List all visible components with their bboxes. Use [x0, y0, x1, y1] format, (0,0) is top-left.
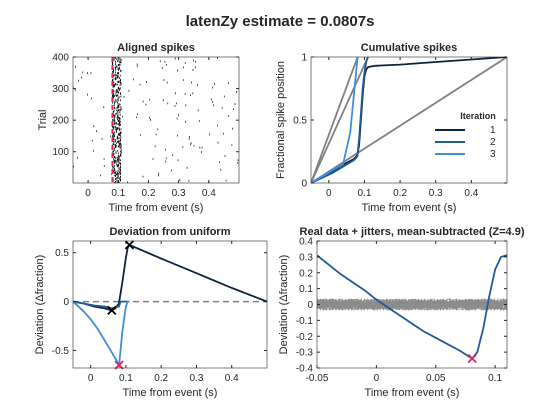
series-line-2: [311, 57, 369, 183]
y-tick-label: 200: [52, 116, 69, 127]
axes-box: [72, 56, 240, 184]
plot-area: [311, 57, 507, 183]
x-tick-label: 0.1: [119, 373, 133, 384]
y-tick-label: 0.5: [55, 248, 69, 259]
x-tick-label: -0.05: [306, 373, 329, 384]
series-line-1: [73, 300, 130, 310]
axes-title: Aligned spikes: [117, 42, 195, 54]
legend-entry: 2: [490, 137, 496, 148]
marker-stroke: [467, 353, 477, 364]
legend-entry: 1: [490, 125, 496, 136]
series-line-0: [317, 254, 507, 360]
x-tick-label: 0: [326, 188, 332, 199]
cumulative-spikes-axes: 0 0.1 0.2 0.3 0.4 0 0.5 1 Cumulative spikes Time …: [275, 42, 508, 214]
plot-area: [73, 57, 239, 183]
legend-entry: 3: [490, 149, 496, 160]
x-tick-label: 0.3: [429, 188, 443, 199]
plot-area: [317, 254, 507, 360]
series-line-5: [311, 57, 359, 183]
x-tick-label: 0.3: [172, 188, 186, 199]
aligned-spikes-axes: 0 0.1 0.2 0.3 0.4 100 200 300 400 Aligned spikes T…: [37, 42, 240, 214]
marker-x-0: [467, 353, 477, 364]
x-axis-label: Time from event (s): [109, 202, 204, 214]
y-tick-label: 0.1: [299, 284, 313, 295]
marker-x-0: [124, 240, 135, 250]
jitter-line: [317, 298, 507, 311]
axes-title: Real data + jitters, mean-subtracted (Z=…: [300, 226, 525, 238]
legend-title: Iteration: [460, 111, 496, 121]
jitters-axes: -0.05 0 0.05 0.1 -0.4 -0.3 -0.2 -0.1 0 0.1 0.2 0.3 0…: [278, 226, 525, 399]
jitter-line: [317, 298, 507, 312]
x-tick-label: 0.1: [488, 373, 502, 384]
axes-box: [72, 240, 268, 369]
y-tick-label: 0.5: [293, 116, 307, 127]
y-axis-label: Fractional spike position: [275, 61, 287, 179]
marker-x-1: [107, 305, 117, 315]
figure-title: latenZy estimate = 0.0807s: [186, 13, 375, 30]
y-tick-label: 300: [52, 84, 69, 95]
y-tick-label: 0.2: [299, 268, 313, 279]
x-tick-label: 0.4: [464, 188, 478, 199]
y-axis-label: Deviation (Δfraction): [278, 255, 290, 355]
x-tick-label: 0.4: [225, 373, 239, 384]
deviation-axes: 0 0.1 0.2 0.3 0.4 -0.5 0 0.5 Deviation from unif…: [34, 226, 268, 399]
axes-title: Deviation from uniform: [109, 226, 230, 238]
x-tick-label: 0: [374, 373, 380, 384]
x-tick-label: 0.1: [358, 188, 372, 199]
plot-area: [73, 243, 267, 368]
y-tick-label: 0: [63, 297, 69, 308]
marker-stroke: [124, 240, 135, 250]
y-tick-label: 1: [301, 53, 307, 64]
y-tick-label: -0.3: [296, 348, 314, 359]
series-line-0: [73, 243, 267, 312]
x-tick-label: 0: [88, 373, 94, 384]
x-axis-label: Time from event (s): [123, 387, 218, 399]
axes-title: Cumulative spikes: [361, 42, 458, 54]
marker-stroke: [107, 305, 117, 315]
series-line-2: [73, 300, 130, 368]
y-tick-label: -0.1: [296, 316, 314, 327]
y-tick-label: 0: [307, 300, 313, 311]
x-tick-label: 0: [85, 188, 91, 199]
y-axis-label: Trial: [37, 110, 49, 131]
y-tick-label: -0.4: [296, 364, 314, 375]
y-tick-label: 0: [301, 179, 307, 190]
y-tick-label: 0.3: [299, 252, 313, 263]
x-axis-label: Time from event (s): [365, 387, 460, 399]
series-line-4: [311, 57, 369, 183]
y-axis-label: Deviation (Δfraction): [34, 255, 46, 355]
x-tick-label: 0.05: [426, 373, 446, 384]
jitter-line: [317, 297, 507, 311]
y-tick-label: 400: [52, 53, 69, 64]
series-line-1: [311, 57, 359, 183]
x-tick-label: 0.1: [111, 188, 125, 199]
x-tick-label: 0.2: [393, 188, 407, 199]
x-tick-label: 0.3: [190, 373, 204, 384]
y-tick-label: 0.4: [299, 237, 313, 248]
y-tick-label: -0.5: [52, 346, 70, 357]
y-tick-label: 100: [52, 147, 69, 158]
x-tick-label: 0.2: [154, 373, 168, 384]
x-tick-label: 0.4: [202, 188, 216, 199]
y-tick-label: -0.2: [296, 332, 314, 343]
x-tick-label: 0.2: [142, 188, 156, 199]
x-axis-label: Time from event (s): [362, 202, 457, 214]
